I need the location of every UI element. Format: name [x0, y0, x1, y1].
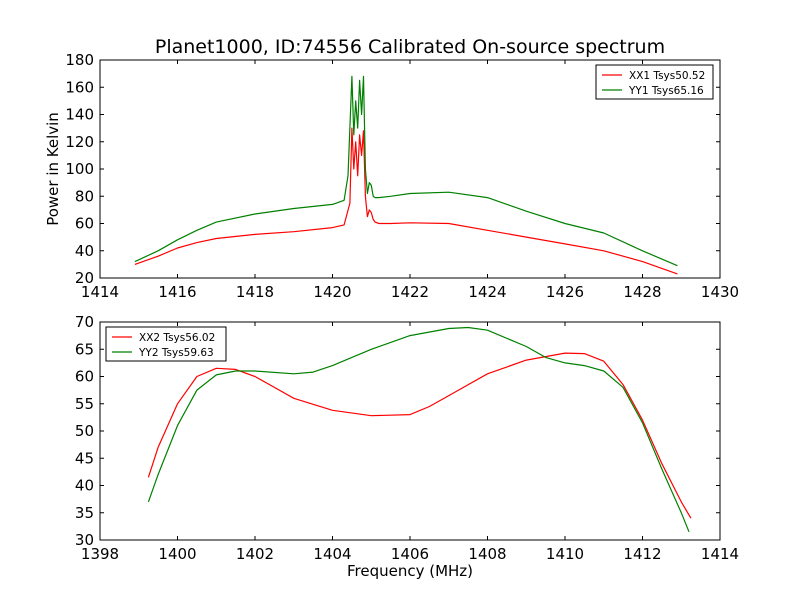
x-tick-label: 1414	[81, 283, 119, 301]
panel-2: 1398 1400 1402 1404 1406 1408 1410 1412 1414 303…	[75, 313, 739, 580]
y-tick-label: 120	[65, 133, 94, 151]
legend-label: XX1 Tsys50.52	[629, 70, 705, 82]
y-ticks-2: 30 35 40 45 50 55 60 65 70	[75, 313, 720, 549]
y-tick-label: 50	[75, 422, 94, 440]
legend-1: XX1 Tsys50.52 YY1 Tsys65.16	[595, 64, 714, 100]
x-tick-label: 1400	[158, 545, 196, 563]
y-tick-label: 35	[75, 504, 94, 522]
legend-box	[595, 64, 714, 100]
x-tick-label: 1414	[701, 545, 739, 563]
x-tick-label: 1408	[468, 545, 506, 563]
y-axis-label: Power in Kelvin	[44, 112, 62, 226]
x-tick-label: 1428	[623, 283, 661, 301]
y-ticks-1: 20 40 60 80 100 120 140 160 180	[65, 51, 720, 287]
x-tick-label: 1412	[623, 545, 661, 563]
y-tick-label: 65	[75, 340, 94, 358]
x-tick-label: 1422	[391, 283, 429, 301]
y-tick-label: 40	[75, 242, 94, 260]
x-tick-label: 1416	[158, 283, 196, 301]
series-lines-1	[134, 75, 678, 275]
x-tick-label: 1430	[701, 283, 739, 301]
x-tick-label: 1420	[313, 283, 351, 301]
y-tick-label: 55	[75, 395, 94, 413]
y-tick-label: 40	[75, 477, 94, 495]
x-tick-label: 1418	[236, 283, 274, 301]
legend-label: YY2 Tsys59.63	[138, 347, 214, 359]
legend-label: XX2 Tsys56.02	[139, 332, 215, 344]
y-tick-label: 20	[75, 269, 94, 287]
x-tick-label: 1426	[546, 283, 584, 301]
series-line-1-2	[134, 75, 678, 267]
y-tick-label: 100	[65, 160, 94, 178]
x-tick-label: 1398	[81, 545, 119, 563]
series-line-2-1	[147, 352, 692, 519]
panel-1: 1414 1416 1418 1420 1422 1424 1426 1428 1430 20 4…	[44, 51, 739, 301]
y-tick-label: 70	[75, 313, 94, 331]
y-tick-label: 60	[75, 215, 94, 233]
x-axis-label: Frequency (MHz)	[347, 562, 473, 580]
y-tick-label: 30	[75, 531, 94, 549]
y-tick-label: 80	[75, 187, 94, 205]
y-tick-label: 160	[65, 78, 94, 96]
x-tick-label: 1406	[391, 545, 429, 563]
legend-box	[105, 326, 227, 362]
x-tick-label: 1410	[546, 545, 584, 563]
x-tick-label: 1404	[313, 545, 351, 563]
series-line-2-2	[147, 326, 690, 533]
series-lines-2	[147, 326, 692, 533]
x-ticks-1: 1414 1416 1418 1420 1422 1424 1426 1428 1430	[81, 60, 739, 301]
legend-label: YY1 Tsys65.16	[628, 85, 704, 97]
legend-2: XX2 Tsys56.02 YY2 Tsys59.63	[105, 326, 227, 362]
y-tick-label: 45	[75, 449, 94, 467]
x-ticks-2: 1398 1400 1402 1404 1406 1408 1410 1412 1414	[81, 322, 739, 563]
y-tick-label: 140	[65, 106, 94, 124]
y-tick-label: 180	[65, 51, 94, 69]
series-line-1-1	[134, 127, 678, 275]
y-tick-label: 60	[75, 368, 94, 386]
chart-title: Planet1000, ID:74556 Calibrated On-sourc…	[155, 36, 665, 58]
x-tick-label: 1402	[236, 545, 274, 563]
x-tick-label: 1424	[468, 283, 506, 301]
